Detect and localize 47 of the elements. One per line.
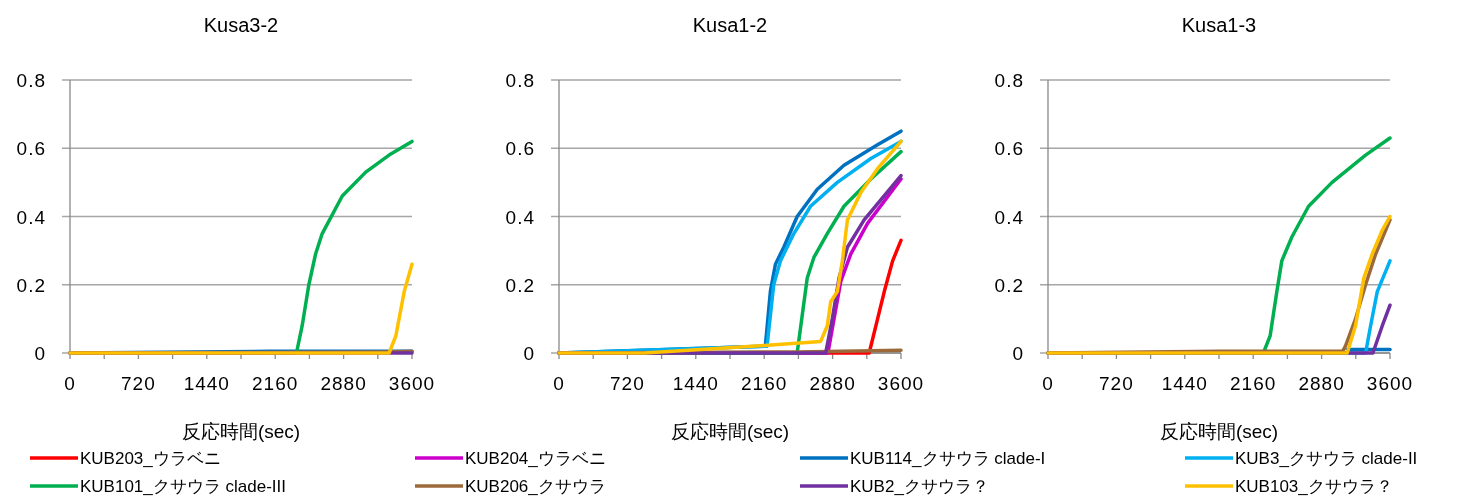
- legend-label: KUB3_クサウラ clade-II: [1235, 449, 1418, 468]
- x-tick-label: 3600: [388, 373, 436, 394]
- y-tick-label: 0.8: [505, 70, 535, 91]
- chart-title: Kusa1-2: [692, 14, 768, 36]
- y-tick-label: 0.4: [994, 206, 1024, 228]
- y-tick-label: 0.6: [505, 138, 535, 160]
- legend-label: KUB204_ウラベニ: [465, 449, 606, 468]
- y-tick-label: 0: [1012, 343, 1024, 364]
- chart-title: Kusa1-3: [1181, 14, 1257, 36]
- chart-title: Kusa3-2: [203, 14, 279, 36]
- legend-label: KUB114_クサウラ clade-I: [850, 449, 1046, 468]
- legend-label: KUB203_ウラベニ: [80, 449, 221, 468]
- x-axis-title: 反応時間(sec): [181, 421, 301, 442]
- x-tick-label: 720: [610, 373, 645, 394]
- x-tick-label: 1440: [183, 373, 230, 394]
- y-tick-label: 0.4: [505, 206, 535, 228]
- y-tick-label: 0.2: [994, 274, 1024, 296]
- x-tick-label: 2160: [1230, 373, 1277, 394]
- y-tick-label: 0.2: [16, 274, 46, 296]
- x-tick-label: 2160: [741, 373, 788, 394]
- legend-label: KUB206_クサウラ: [465, 477, 606, 496]
- x-tick-label: 2160: [252, 373, 299, 394]
- x-tick-label: 0: [553, 373, 565, 394]
- x-tick-label: 720: [121, 373, 156, 394]
- legend-label: KUB103_クサウラ？: [1235, 477, 1393, 496]
- y-tick-label: 0.2: [505, 274, 535, 296]
- x-tick-label: 2880: [320, 373, 367, 394]
- x-tick-label: 0: [1042, 373, 1054, 394]
- x-tick-label: 2880: [809, 373, 856, 394]
- y-tick-label: 0.6: [16, 138, 46, 160]
- y-tick-label: 0: [34, 343, 46, 364]
- legend-label: KUB2_クサウラ？: [850, 477, 989, 496]
- y-tick-label: 0.6: [994, 138, 1024, 160]
- x-tick-label: 1440: [672, 373, 719, 394]
- x-tick-label: 2880: [1298, 373, 1345, 394]
- y-tick-label: 0.8: [994, 70, 1024, 91]
- y-tick-label: 0.4: [16, 206, 46, 228]
- x-tick-label: 3600: [1366, 373, 1414, 394]
- x-tick-label: 0: [64, 373, 76, 394]
- x-axis-title: 反応時間(sec): [670, 421, 790, 442]
- x-tick-label: 720: [1099, 373, 1134, 394]
- legend-label: KUB101_クサウラ clade-III: [80, 477, 286, 496]
- x-tick-label: 3600: [877, 373, 925, 394]
- x-axis-title: 反応時間(sec): [1159, 421, 1279, 442]
- x-tick-label: 1440: [1161, 373, 1208, 394]
- y-tick-label: 0.8: [16, 70, 46, 91]
- y-tick-label: 0: [523, 343, 535, 364]
